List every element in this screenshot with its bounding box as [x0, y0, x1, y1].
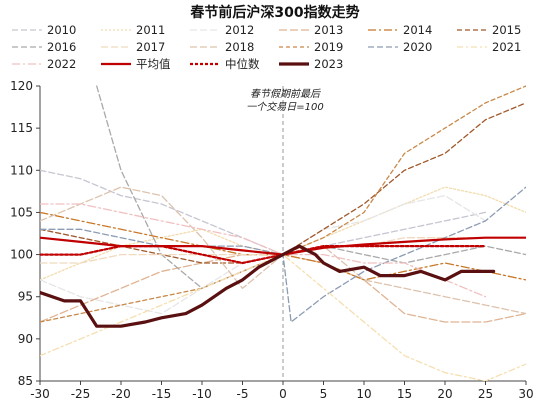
x-tick-label: -20 — [111, 387, 131, 401]
annotation-line-1: 春节假期前最后 — [250, 88, 321, 100]
legend-label: 2020 — [403, 40, 432, 54]
legend-item: 2022 — [12, 57, 76, 71]
y-tick-label: 115 — [10, 121, 33, 135]
chart-legend: 2010 2011 2012 2013 2014 2015 2016 2017 2018 2019… — [12, 23, 521, 71]
legend-label: 2013 — [314, 23, 343, 37]
legend-item: 2021 — [457, 40, 521, 54]
x-tick-label: 20 — [437, 387, 452, 401]
legend-item: 2018 — [190, 40, 254, 54]
legend-label: 2016 — [47, 40, 76, 54]
legend-label: 2017 — [136, 40, 165, 54]
x-tick-label: 25 — [478, 387, 493, 401]
series-layer — [40, 85, 526, 381]
x-tick-label: 0 — [279, 387, 287, 401]
legend-item: 2011 — [101, 23, 165, 37]
x-tick-label: -30 — [30, 387, 50, 401]
legend-label: 2019 — [314, 40, 343, 54]
legend-label: 2015 — [492, 23, 521, 37]
series-line-14 — [40, 245, 487, 265]
y-tick-label: 95 — [18, 290, 33, 304]
legend-label: 2021 — [492, 40, 521, 54]
legend-item: 中位数 — [190, 57, 260, 71]
legend-item: 2015 — [457, 23, 521, 37]
legend-item: 2017 — [101, 40, 165, 54]
x-tick-label: 5 — [320, 387, 328, 401]
axes: 85 90 95 100 105 110 115 120 -30 -25 -20 -15 -10 -5 0 5… — [10, 79, 534, 401]
y-tick-label: 90 — [18, 332, 33, 346]
x-tick-label: -25 — [71, 387, 91, 401]
x-tick-label: -5 — [237, 387, 249, 401]
y-tick-label: 105 — [10, 205, 33, 219]
x-tick-label: 30 — [518, 387, 533, 401]
legend-label: 2012 — [225, 23, 254, 37]
series-line-12 — [40, 203, 487, 298]
chart-title: 春节前后沪深300指数走势 — [189, 4, 359, 21]
legend-item: 2020 — [368, 40, 432, 54]
legend-label: 2011 — [136, 23, 165, 37]
legend-item: 2016 — [12, 40, 76, 54]
annotation-line-2: 一个交易日=100 — [246, 101, 323, 113]
legend-label: 中位数 — [225, 57, 260, 71]
y-tick-label: 110 — [10, 163, 33, 177]
legend-label: 2023 — [314, 57, 343, 71]
legend-item: 2013 — [279, 23, 343, 37]
y-tick-label: 120 — [10, 79, 33, 93]
x-tick-label: 10 — [356, 387, 371, 401]
legend-item: 2012 — [190, 23, 254, 37]
x-tick-label: -15 — [152, 387, 172, 401]
legend-item: 2010 — [12, 23, 76, 37]
series-line-15 — [40, 244, 496, 328]
legend-item: 平均值 — [101, 57, 171, 71]
legend-item: 2023 — [279, 57, 343, 71]
legend-label: 2018 — [225, 40, 254, 54]
legend-label: 2022 — [47, 57, 76, 71]
series-line-6 — [96, 85, 526, 289]
legend-item: 2014 — [368, 23, 432, 37]
legend-label: 2010 — [47, 23, 76, 37]
x-tick-label: -10 — [192, 387, 212, 401]
legend-label: 平均值 — [136, 57, 171, 71]
legend-label: 2014 — [403, 23, 432, 37]
x-tick-label: 15 — [397, 387, 412, 401]
y-tick-label: 85 — [18, 374, 33, 388]
y-tick-label: 100 — [10, 248, 33, 262]
legend-item: 2019 — [279, 40, 343, 54]
